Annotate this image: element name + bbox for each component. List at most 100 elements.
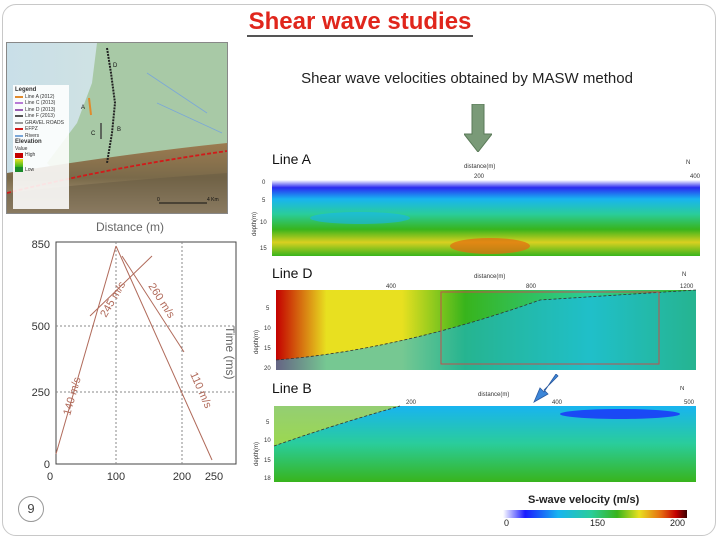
tt-y-tick: 0 (44, 459, 50, 471)
profile-a-y-tick: 5 (262, 198, 266, 204)
profile-d-y-tick: 10 (264, 326, 271, 332)
tt-x-tick: 100 (107, 471, 125, 482)
legend-item: Rivers (15, 133, 67, 140)
legend-label: Line F (2013) (25, 113, 55, 119)
legend-elev-low: Low (15, 167, 67, 174)
legend-item: Line D (2013) (15, 107, 67, 114)
map-scale-label: 4 Km (207, 197, 219, 203)
travel-time-chart: 850 500 250 0 0 100 200 250 245 m/s 260 … (32, 239, 237, 482)
profile-d-y-tick: 5 (266, 306, 270, 312)
profile-b-label: Line B (272, 380, 312, 396)
tt-y-tick: 850 (32, 239, 50, 251)
legend-swatch (15, 115, 23, 118)
legend-swatch (15, 108, 23, 111)
profile-d-x-tick: 400 (386, 284, 397, 290)
profile-b-x-tick: 400 (552, 400, 563, 406)
tt-x-tick: 250 (205, 471, 223, 482)
tt-label-260: 260 m/s (145, 281, 177, 321)
profile-b: distance(m) 200 400 500 N 5 10 15 18 dep… (254, 386, 696, 482)
colorbar-tick: 150 (590, 518, 606, 528)
legend-label: High (25, 152, 36, 158)
legend-title: Legend (15, 87, 37, 93)
map-line-label-b: B (117, 127, 121, 133)
legend-swatch (15, 95, 23, 98)
tt-ylabel: Time (ms) (223, 326, 237, 380)
location-map: D A C B 0 4 Km Legend Line A (2012) Line… (6, 42, 228, 214)
legend-swatch (15, 158, 23, 167)
tt-label-140: 140 m/s (61, 375, 83, 416)
profile-b-north: N (680, 386, 684, 392)
tt-segment-140 (55, 245, 117, 455)
map-line-label-d: D (113, 63, 118, 69)
profile-b-y-tick: 18 (264, 476, 271, 482)
legend-label: Rivers (25, 132, 40, 139)
legend-label: EFPZ (25, 126, 38, 132)
legend-swatch (15, 102, 23, 105)
legend-elev-high: High (15, 152, 67, 159)
tt-segment-245 (89, 255, 153, 317)
profile-d-axis-title: distance(m) (474, 274, 505, 280)
map-legend: Legend Line A (2012) Line C (2013) Line … (13, 85, 69, 209)
profile-a: distance(m) 200 400 N 0 5 10 15 depth(m) (252, 160, 700, 256)
tt-plot-frame (55, 241, 237, 465)
profile-a-y-tick: 15 (260, 246, 267, 252)
map-line-label-c: C (91, 131, 96, 137)
legend-label: Line C (2013) (25, 100, 56, 106)
profile-d-label: Line D (272, 265, 313, 281)
tt-ylabel-wrap: Time (ms) (223, 326, 237, 380)
profile-d-y-tick: 15 (264, 346, 271, 352)
colorbar-title: S-wave velocity (m/s) (528, 494, 640, 506)
profile-a-x-tick: 200 (474, 174, 485, 180)
profile-b-x-tick: 500 (684, 400, 695, 406)
page-number: 9 (18, 496, 44, 522)
slide-title-text: Shear wave studies (246, 8, 474, 37)
travel-time-xlabel: Distance (m) (95, 220, 164, 234)
profile-a-label: Line A (272, 151, 311, 167)
profile-d-highlight-box (440, 291, 660, 365)
legend-elev-ramp (15, 158, 67, 167)
map-scale-zero: 0 (157, 197, 160, 203)
colorbar-tick: 0 (504, 518, 510, 528)
profile-a-y-tick: 10 (260, 220, 267, 226)
tt-x-tick: 0 (47, 471, 53, 482)
legend-item: Line A (2012) (15, 94, 67, 101)
tt-y-tick: 500 (32, 321, 50, 333)
colorbar (503, 510, 687, 518)
profile-d-north: N (682, 272, 686, 278)
legend-swatch (15, 134, 23, 137)
profile-b-ylabel: depth(m) (254, 442, 260, 466)
profile-a-axis-title: distance(m) (464, 164, 495, 170)
tt-label-245: 245 m/s (98, 279, 128, 319)
profile-b-y-tick: 15 (264, 458, 271, 464)
profile-d-x-tick: 1200 (680, 284, 694, 290)
tt-x-tick: 200 (173, 471, 191, 482)
tt-y-tick: 250 (32, 387, 50, 399)
profile-b-y-tick: 5 (266, 420, 270, 426)
legend-swatch (15, 167, 23, 173)
legend-label: Line A (2012) (25, 93, 55, 100)
tt-segment-110 (115, 245, 213, 461)
legend-swatch (15, 121, 23, 124)
profile-a-north: N (686, 160, 690, 166)
legend-value: Value (15, 145, 28, 152)
profile-b-x-tick: 200 (406, 400, 417, 406)
legend-item: EFPZ (15, 126, 67, 133)
legend-label: Line D (2013) (25, 106, 56, 113)
legend-item: GRAVEL ROADS (15, 120, 67, 127)
legend-swatch (15, 152, 23, 158)
map-line-label-a: A (81, 105, 85, 111)
slide-subtitle: Shear wave velocities obtained by MASW m… (301, 70, 633, 87)
profile-a-ylabel: depth(m) (252, 212, 258, 236)
legend-item: Line F (2013) (15, 113, 67, 120)
profile-d-x-tick: 800 (526, 284, 537, 290)
tt-segment-260 (121, 255, 185, 353)
profile-a-y-tick: 0 (262, 180, 266, 186)
legend-item: Line C (2013) (15, 100, 67, 107)
legend-elevation: Elevation (15, 139, 42, 145)
legend-label: Low (25, 166, 35, 173)
profile-d: distance(m) 400 800 1200 N 5 10 15 20 de… (254, 272, 697, 372)
profile-d-y-tick: 20 (264, 366, 271, 372)
colorbar-tick: 200 (670, 518, 686, 528)
legend-swatch (15, 128, 23, 131)
legend-label: GRAVEL ROADS (25, 119, 64, 126)
